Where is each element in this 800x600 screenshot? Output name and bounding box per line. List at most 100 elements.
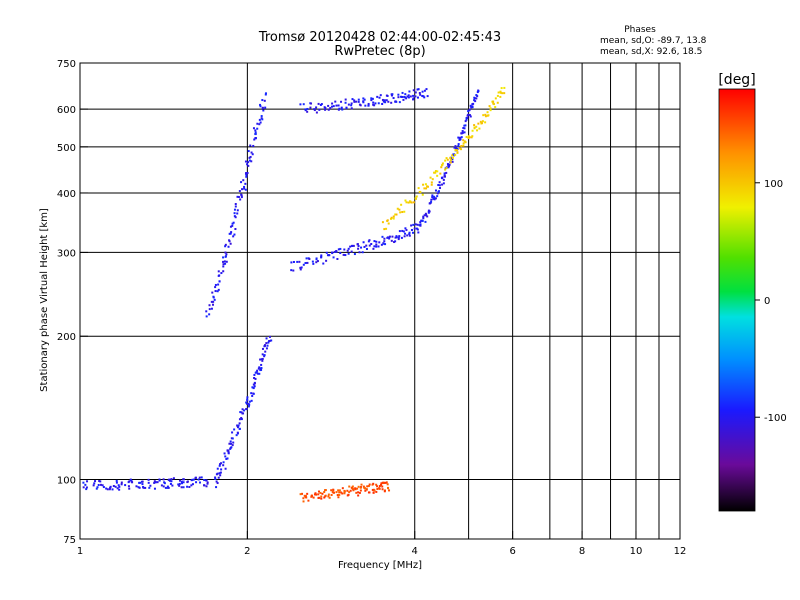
data-point [489,109,492,112]
colorbar [718,88,756,512]
data-point [378,96,381,99]
data-point [240,194,243,197]
data-point [333,250,336,253]
data-point [376,95,379,98]
data-point [84,483,87,486]
data-point [478,127,481,130]
data-point [260,358,263,361]
data-point [241,188,244,191]
data-point [316,260,319,263]
data-point [249,155,252,158]
data-point [468,108,471,111]
data-point [346,249,349,252]
data-point [471,135,474,138]
data-point [358,251,361,254]
data-point [253,377,256,380]
data-point [302,497,305,500]
data-point [430,183,433,186]
data-point [94,480,97,483]
data-point [210,300,213,303]
data-point [367,104,370,107]
data-point [241,412,244,415]
data-point [324,108,327,111]
data-point [347,493,350,496]
data-point [205,485,208,488]
data-point [153,487,156,490]
data-point [337,496,340,499]
data-point [401,91,404,94]
data-point [475,97,478,100]
data-point [459,138,462,141]
data-point [364,104,367,107]
data-point [261,347,264,350]
data-point [382,242,385,245]
data-point [215,480,218,483]
data-point [422,95,425,98]
data-point [350,250,353,253]
data-point [188,485,191,488]
data-point [208,304,211,307]
data-point [473,99,476,102]
data-point [248,156,251,159]
data-point [462,127,465,130]
data-point [430,181,433,184]
data-point [430,200,433,203]
data-point [213,298,216,301]
data-point [351,485,354,488]
data-point [438,184,441,187]
data-point [355,491,358,494]
data-point [403,235,406,238]
data-point [370,243,373,246]
data-point [224,243,227,246]
data-point [330,493,333,496]
data-point [108,488,111,491]
data-point [216,482,219,485]
data-point [470,136,473,139]
data-point [92,484,95,487]
data-point [436,170,439,173]
data-point [231,224,234,227]
data-point [265,347,268,350]
data-point [387,486,390,489]
data-point [246,396,249,399]
data-point [251,386,254,389]
data-point [305,496,308,499]
data-point [367,485,370,488]
data-point [360,246,363,249]
data-point [153,481,156,484]
data-point [167,486,170,489]
colorbar-tick-label: 0 [764,296,770,307]
data-point [191,478,194,481]
data-point [303,494,306,497]
data-point [367,102,370,105]
data-point [253,385,256,388]
data-point [357,98,360,101]
data-point [424,183,427,186]
data-point [206,482,209,485]
data-point [314,492,317,495]
data-point [95,487,98,490]
data-point [387,100,390,103]
data-point [451,156,454,159]
data-point [210,307,213,310]
data-point [259,105,262,108]
data-point [263,344,266,347]
data-point [364,489,367,492]
data-point [166,486,169,489]
data-point [383,240,386,243]
data-point [234,216,237,219]
data-point [168,479,171,482]
data-point [231,437,234,440]
data-point [244,182,247,185]
data-point [218,280,221,283]
data-point [254,371,257,374]
x-tick-label: 10 [630,546,643,557]
data-point [301,492,304,495]
data-point [435,189,438,192]
data-point [484,115,487,118]
data-point [396,207,399,210]
data-point [299,266,302,269]
data-point [160,484,163,487]
data-point [365,247,368,250]
data-point [172,477,175,480]
